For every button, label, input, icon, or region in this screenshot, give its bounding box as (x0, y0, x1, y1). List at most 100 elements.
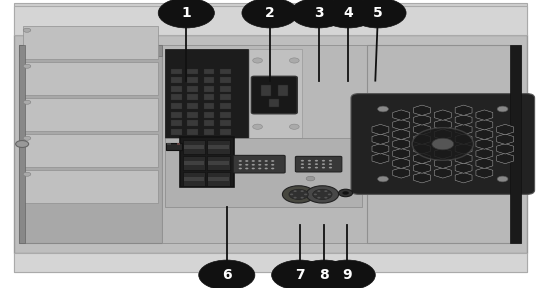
Circle shape (252, 164, 255, 166)
Circle shape (265, 164, 268, 166)
Circle shape (339, 189, 353, 197)
Bar (23, 170, 158, 203)
Bar (171, 94, 182, 100)
Circle shape (324, 190, 327, 192)
Text: 1: 1 (181, 6, 191, 20)
Text: 4: 4 (343, 6, 353, 20)
Circle shape (199, 260, 255, 288)
Polygon shape (372, 144, 389, 154)
Polygon shape (497, 153, 514, 164)
Polygon shape (434, 158, 451, 168)
Circle shape (329, 167, 332, 168)
Polygon shape (372, 124, 389, 135)
Bar (184, 177, 204, 181)
Bar (220, 103, 231, 109)
Polygon shape (476, 168, 493, 178)
Text: 6: 6 (222, 268, 232, 282)
Circle shape (342, 191, 349, 195)
Bar (167, 143, 171, 145)
Circle shape (289, 124, 299, 129)
Circle shape (315, 160, 318, 162)
Polygon shape (455, 163, 472, 173)
Circle shape (265, 160, 268, 162)
Bar (23, 26, 158, 59)
Bar (278, 85, 288, 96)
Polygon shape (434, 110, 451, 120)
Circle shape (301, 160, 304, 162)
Circle shape (16, 141, 29, 147)
Circle shape (350, 0, 406, 28)
Bar (19, 45, 162, 56)
Circle shape (289, 189, 308, 200)
Polygon shape (434, 168, 451, 178)
Circle shape (271, 164, 274, 166)
FancyBboxPatch shape (295, 156, 342, 172)
Circle shape (252, 160, 255, 162)
Bar (249, 49, 302, 138)
Circle shape (304, 194, 307, 195)
Circle shape (291, 0, 347, 28)
Bar (171, 86, 182, 92)
Text: 8: 8 (319, 268, 329, 282)
Circle shape (377, 176, 388, 182)
Circle shape (290, 194, 293, 195)
Bar (204, 69, 214, 74)
Bar (171, 103, 182, 109)
Circle shape (306, 176, 315, 181)
Bar (220, 94, 231, 100)
Circle shape (300, 197, 303, 198)
Bar (183, 140, 205, 154)
Text: 2: 2 (265, 6, 275, 20)
Polygon shape (393, 139, 410, 149)
Circle shape (329, 163, 332, 165)
Bar (207, 156, 230, 170)
Bar (165, 49, 248, 138)
Circle shape (322, 167, 325, 168)
Bar (187, 120, 198, 126)
Circle shape (308, 160, 311, 162)
Bar (180, 137, 234, 187)
Circle shape (432, 138, 454, 150)
Circle shape (282, 186, 315, 203)
Bar (187, 112, 198, 118)
Text: 3: 3 (314, 6, 323, 20)
Bar (14, 253, 526, 272)
Bar (207, 172, 230, 186)
Polygon shape (455, 105, 472, 115)
Bar (220, 69, 231, 74)
Polygon shape (393, 158, 410, 168)
Circle shape (272, 260, 328, 288)
Bar (171, 120, 182, 126)
Circle shape (23, 64, 31, 68)
Polygon shape (476, 148, 493, 159)
Bar (220, 86, 231, 92)
Circle shape (322, 160, 325, 162)
Circle shape (258, 160, 261, 162)
Polygon shape (414, 163, 430, 173)
Bar (204, 86, 214, 92)
Circle shape (239, 164, 242, 166)
Circle shape (497, 176, 508, 182)
Text: 9: 9 (342, 268, 352, 282)
Bar (208, 145, 229, 149)
Bar (220, 129, 231, 135)
Circle shape (314, 194, 317, 195)
Circle shape (328, 194, 331, 195)
Bar (184, 145, 204, 149)
Polygon shape (476, 129, 493, 140)
Circle shape (308, 167, 311, 168)
Circle shape (23, 100, 31, 104)
Circle shape (377, 106, 388, 112)
Circle shape (258, 168, 261, 169)
Polygon shape (476, 110, 493, 120)
Bar (19, 45, 25, 243)
Polygon shape (434, 129, 451, 140)
Bar (177, 143, 180, 145)
FancyBboxPatch shape (233, 156, 285, 173)
Circle shape (315, 167, 318, 168)
Bar (187, 103, 198, 109)
Circle shape (497, 106, 508, 112)
Polygon shape (414, 153, 430, 164)
Bar (165, 138, 362, 207)
Bar (187, 94, 198, 100)
